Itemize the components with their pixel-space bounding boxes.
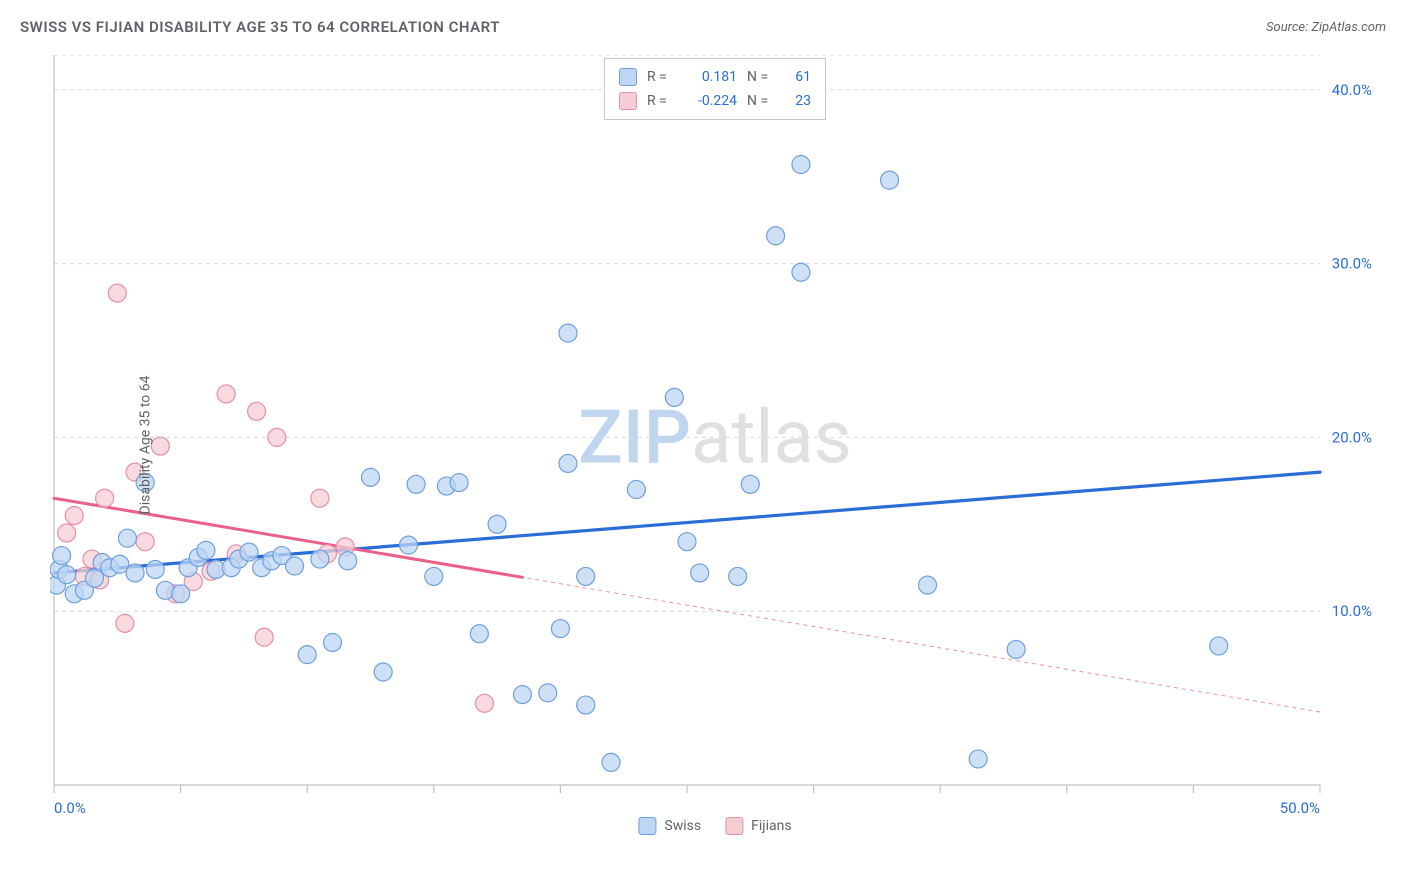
svg-text:0.0%: 0.0% (54, 799, 86, 817)
swatch-fijians-icon (725, 817, 743, 835)
svg-text:10.0%: 10.0% (1332, 602, 1372, 620)
chart-title: SWISS VS FIJIAN DISABILITY AGE 35 TO 64 … (20, 18, 500, 36)
stats-row-swiss: R = 0.181 N = 61 (619, 65, 811, 89)
scatter-plot: 0.0% 50.0% 10.0% 20.0% 30.0% 40.0% (50, 55, 1380, 835)
legend: Swiss Fijians (638, 817, 791, 835)
legend-item-fijians: Fijians (725, 817, 791, 835)
legend-item-swiss: Swiss (638, 817, 701, 835)
svg-text:40.0%: 40.0% (1332, 81, 1372, 99)
legend-label: Fijians (751, 818, 791, 834)
swatch-swiss-icon (638, 817, 656, 835)
svg-text:50.0%: 50.0% (1280, 799, 1320, 817)
svg-text:20.0%: 20.0% (1332, 428, 1372, 446)
stats-row-fijians: R = -0.224 N = 23 (619, 89, 811, 113)
correlation-stats: R = 0.181 N = 61 R = -0.224 N = 23 (604, 58, 826, 120)
chart-area: Disability Age 35 to 64 0.0% 50.0% 10.0% 20… (50, 55, 1380, 835)
source-label: Source: ZipAtlas.com (1266, 20, 1386, 35)
y-axis-label: Disability Age 35 to 64 (137, 376, 153, 515)
swatch-fijians-icon (619, 92, 637, 110)
swatch-swiss-icon (619, 68, 637, 86)
legend-label: Swiss (664, 818, 701, 834)
svg-text:30.0%: 30.0% (1332, 255, 1372, 273)
